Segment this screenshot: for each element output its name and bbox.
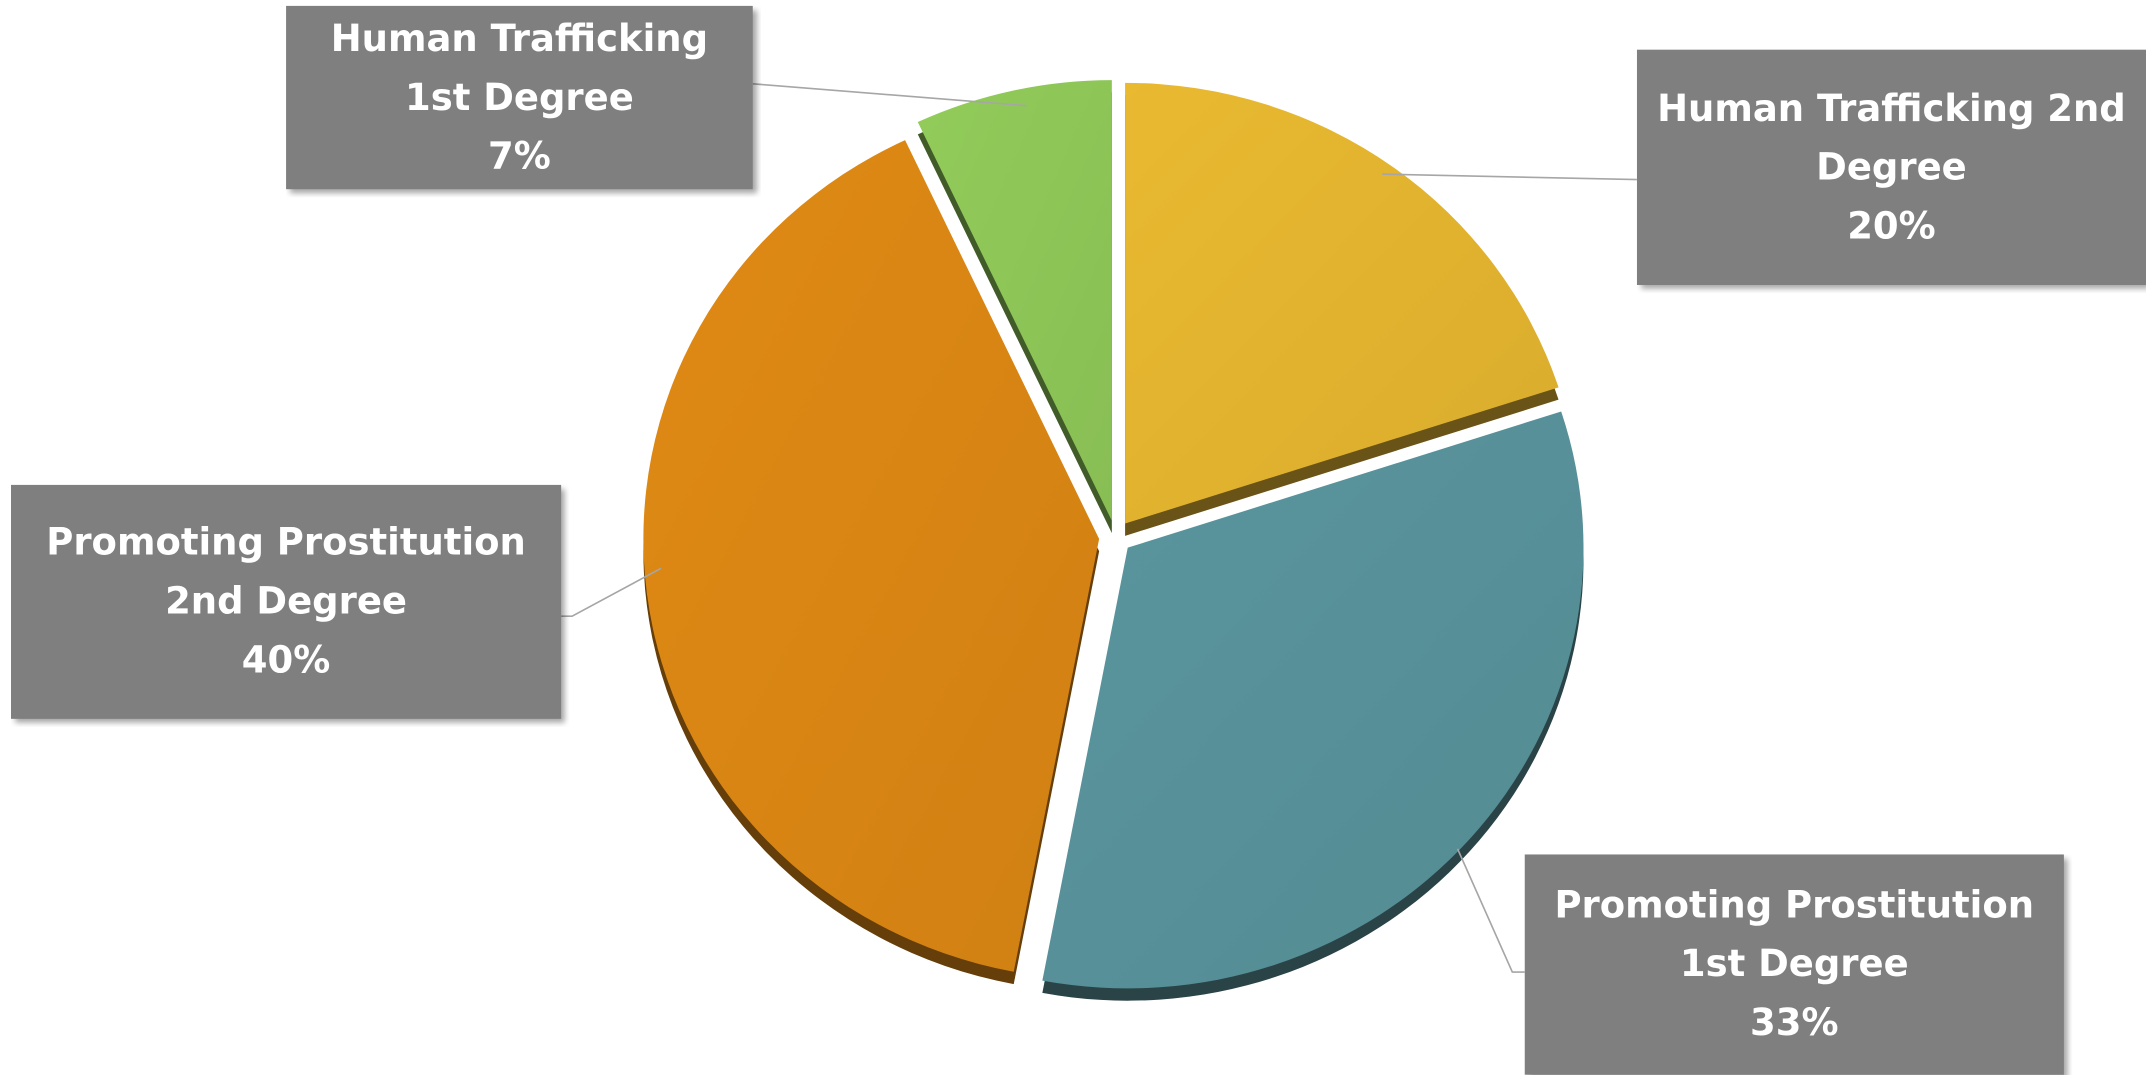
label-box: Human Trafficking 1st Degree 7% <box>286 5 753 190</box>
value-label: 7% <box>488 135 551 178</box>
category-label: Human Trafficking 2nd Degree <box>1657 87 2126 189</box>
pie-slice <box>1042 411 1584 989</box>
data-label: Promoting Prostitution 2nd Degree 40% <box>10 484 562 719</box>
pie-slice <box>643 140 1100 972</box>
leader-line <box>752 82 1027 107</box>
category-label: Promoting Prostitution 1st Degree <box>1554 884 2035 986</box>
data-label: Human Trafficking 1st Degree 7% <box>286 5 753 190</box>
value-label: 40% <box>241 639 331 682</box>
leader-line <box>1382 173 1637 181</box>
leader-line <box>561 567 662 618</box>
label-box: Promoting Prostitution 2nd Degree 40% <box>10 484 562 719</box>
value-label: 33% <box>1750 1002 1839 1045</box>
data-label: Promoting Prostitution 1st Degree 33% <box>1524 854 2064 1075</box>
label-box: Human Trafficking 2nd Degree 20% <box>1636 49 2146 285</box>
value-label: 20% <box>1847 204 1936 248</box>
pie-slice <box>1125 82 1559 524</box>
leader-line <box>1456 848 1525 973</box>
data-label: Human Trafficking 2nd Degree 20% <box>1636 49 2146 285</box>
category-label: Promoting Prostitution 2nd Degree <box>46 521 526 624</box>
label-box: Promoting Prostitution 1st Degree 33% <box>1524 854 2064 1075</box>
pie-slice <box>917 80 1112 521</box>
category-label: Human Trafficking 1st Degree <box>330 17 709 119</box>
